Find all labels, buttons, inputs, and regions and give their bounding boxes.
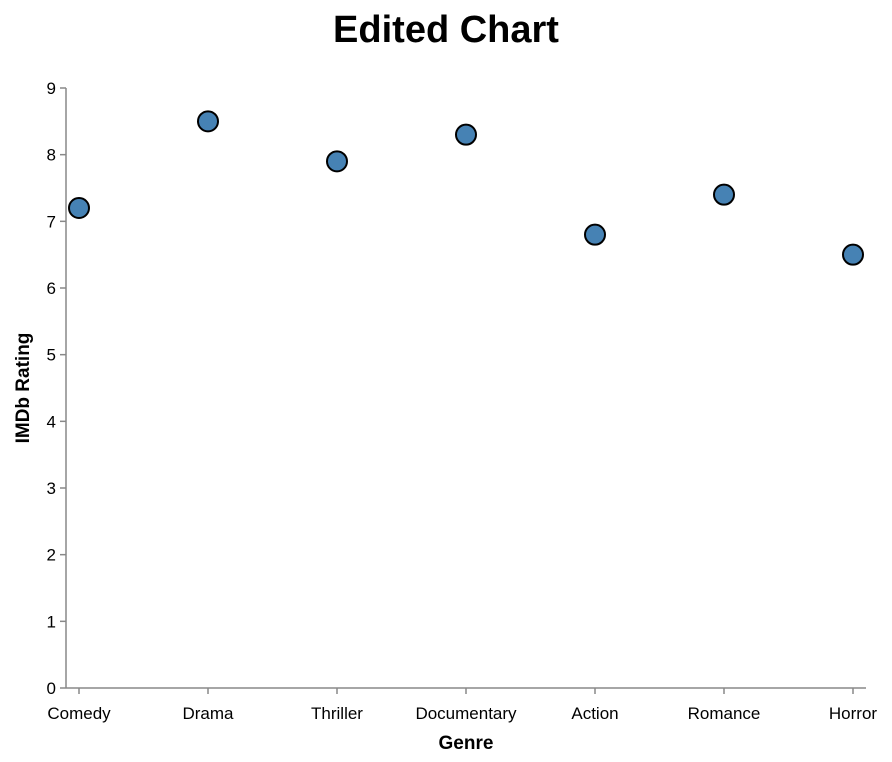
x-tick-label: Documentary bbox=[415, 704, 517, 723]
y-tick-label: 7 bbox=[47, 212, 56, 231]
y-tick-label: 9 bbox=[47, 79, 56, 98]
x-tick-label: Romance bbox=[688, 704, 761, 723]
data-point-horror bbox=[842, 243, 864, 266]
x-tick-label: Action bbox=[571, 704, 618, 723]
y-tick-label: 0 bbox=[47, 679, 56, 698]
y-tick-label: 2 bbox=[47, 546, 56, 565]
y-tick-label: 4 bbox=[47, 412, 56, 431]
data-points bbox=[68, 110, 864, 266]
data-point-drama bbox=[197, 110, 219, 133]
x-tick-label: Thriller bbox=[311, 704, 363, 723]
data-point-action bbox=[584, 223, 606, 246]
data-point-documentary bbox=[455, 123, 477, 146]
x-tick-label: Horror bbox=[829, 704, 878, 723]
data-point-romance bbox=[713, 183, 735, 206]
y-axis: 0 1 2 3 4 5 6 7 8 9 bbox=[47, 79, 67, 698]
x-tick-label: Comedy bbox=[47, 704, 111, 723]
x-axis: Comedy Drama Thriller Documentary Action Roma… bbox=[47, 687, 878, 723]
y-tick-label: 3 bbox=[47, 479, 56, 498]
x-axis-title: Genre bbox=[439, 733, 494, 754]
data-point-thriller bbox=[326, 150, 348, 173]
y-tick-label: 1 bbox=[47, 612, 56, 631]
y-tick-label: 5 bbox=[47, 346, 56, 365]
x-tick-label: Drama bbox=[182, 704, 234, 723]
y-axis-title: IMDb Rating bbox=[13, 333, 34, 444]
y-tick-label: 6 bbox=[47, 279, 56, 298]
y-tick-label: 8 bbox=[47, 146, 56, 165]
chart-title: Edited Chart bbox=[333, 9, 559, 51]
data-point-comedy bbox=[68, 197, 90, 219]
